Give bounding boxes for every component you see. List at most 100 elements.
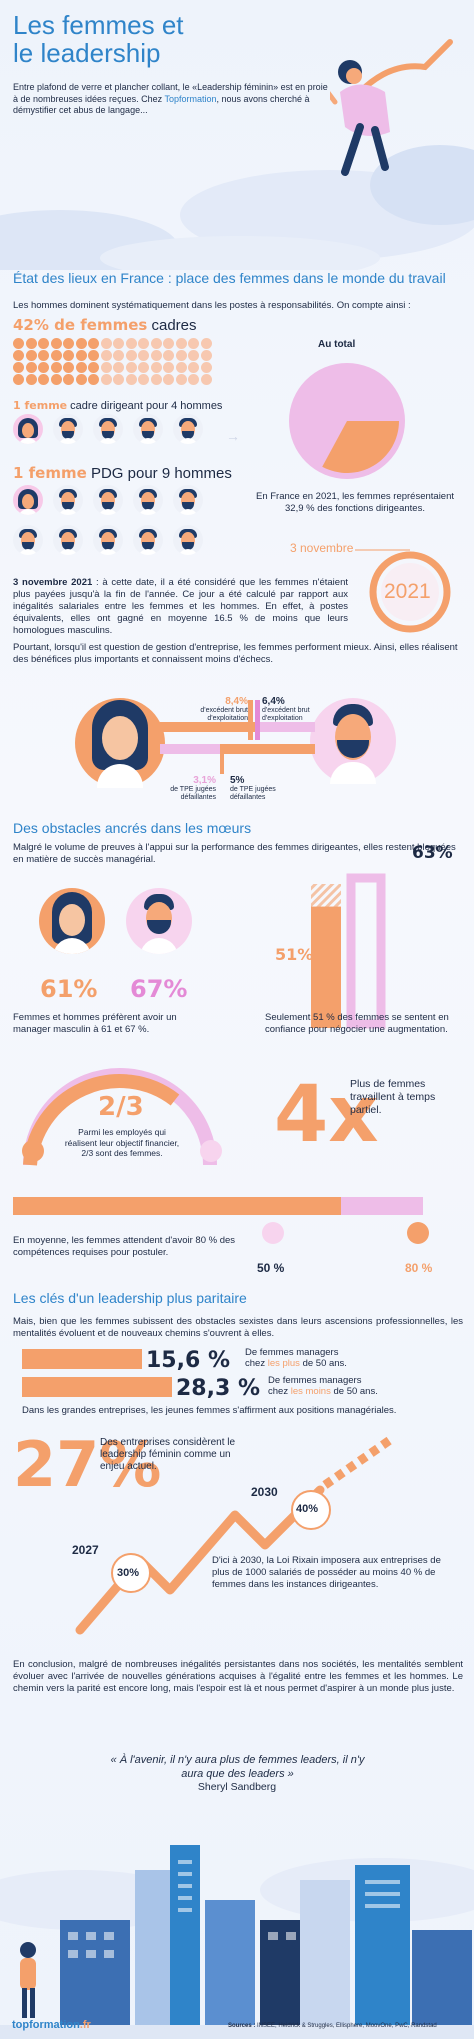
- milestone-2027: [111, 1553, 151, 1593]
- man-avatar: [133, 525, 163, 555]
- page-title: Les femmes et le leadership: [13, 11, 184, 67]
- women-cadres-dot-grid: [13, 338, 213, 386]
- cadre-dot: [150, 350, 162, 361]
- stat-a-value: 15,6 %: [146, 1348, 230, 1373]
- men-skill-pct: 50 %: [257, 1261, 285, 1275]
- cadre-dot: [125, 362, 137, 373]
- fraction-2-3: 2/3: [98, 1092, 144, 1122]
- woman-mini-avatar-skills: [407, 1222, 429, 1244]
- women-pref-pct: 61%: [40, 975, 98, 1003]
- conclusion: En conclusion, malgré de nombreuses inég…: [13, 1659, 463, 1694]
- cadre-dot: [25, 362, 37, 373]
- woman-avatar: [13, 485, 43, 515]
- cadre-dot: [188, 362, 199, 373]
- cadre-dot: [63, 338, 74, 349]
- man-avatar: [173, 485, 203, 515]
- cadre-dot: [63, 350, 74, 361]
- cadre-dot: [125, 350, 137, 361]
- cadre-dot: [188, 338, 199, 349]
- header-clouds: [0, 145, 474, 270]
- man-avatar: [53, 525, 83, 555]
- big-27-pct: 27%: [13, 1428, 162, 1501]
- cadre-dot: [200, 350, 212, 361]
- skills-caption: En moyenne, les femmes attendent d'avoir…: [13, 1235, 236, 1258]
- milestone-2030: [291, 1490, 331, 1530]
- cadre-dot: [113, 338, 124, 349]
- section2-intro: Malgré le volume de preuves à l'appui su…: [13, 842, 456, 865]
- footer-brand[interactable]: topformation.fr: [12, 2019, 91, 2031]
- quote-text: « À l'avenir, il n'y aura plus de femmes…: [110, 1754, 365, 1780]
- cadre-dot: [75, 338, 87, 349]
- man-avatar: [53, 414, 83, 444]
- cadre-dot: [150, 374, 162, 385]
- cadre-dot: [100, 350, 112, 361]
- woman-portrait: [75, 698, 165, 788]
- sources: Sources : INSEE, Heidrick & Struggles, E…: [228, 2023, 437, 2029]
- cadre-dot: [175, 350, 187, 361]
- cadre-dot: [163, 362, 174, 373]
- faces-row-cadres: [13, 414, 213, 450]
- milestone-2027-pct: 30%: [117, 1567, 140, 1579]
- bar-63-label: 63%: [412, 843, 453, 863]
- cadre-dot: [13, 338, 24, 349]
- cadre-dot: [63, 374, 74, 385]
- man-avatar: [133, 414, 163, 444]
- section3-heading: Les clés d'un leadership plus paritaire: [13, 1290, 247, 1306]
- fraction-arc: [23, 1068, 217, 1166]
- cadre-dot: [50, 374, 62, 385]
- man-avatar: [133, 485, 163, 515]
- pie-caption: En France en 2021, les femmes représenta…: [255, 491, 455, 514]
- trend-line: [75, 1436, 393, 1635]
- cadre-dot: [113, 362, 124, 373]
- section1-heading: État des lieux en France : place des fem…: [13, 270, 446, 286]
- women-ebe-stat: 8,4% d'excédent brut d'exploitation: [200, 696, 248, 723]
- cadre-dot: [188, 374, 199, 385]
- stat-a-caption: De femmes managers chez les plus de 50 an…: [245, 1347, 347, 1369]
- confidence-caption: Seulement 51 % des femmes se sentent en …: [265, 1012, 449, 1035]
- brand-link[interactable]: Topformation: [164, 93, 217, 104]
- cadre-dot: [50, 350, 62, 361]
- bar-63-frame: [346, 873, 386, 1029]
- cadre-dot: [200, 362, 212, 373]
- man-avatar: [93, 485, 123, 515]
- man-avatar: [93, 525, 123, 555]
- cadre-dot: [113, 374, 124, 385]
- section1-intro: Les hommes dominent systématiquement dan…: [13, 300, 411, 311]
- man-avatar: [173, 414, 203, 444]
- cadre-dot: [88, 374, 99, 385]
- cadre-dot: [13, 362, 24, 373]
- women-fail-stat: 3,1% de TPE jugées défaillantes: [170, 775, 216, 802]
- cadre-dot: [38, 350, 49, 361]
- skills-bar-men: [13, 1197, 218, 1215]
- milestone-2027-year: 2027: [72, 1543, 99, 1557]
- partial-caption: Plus de femmes travaillent à temps parti…: [350, 1078, 436, 1116]
- big-4x: 4x: [274, 1070, 379, 1160]
- cadre-dot: [25, 350, 37, 361]
- flying-woman-illustration: [330, 39, 453, 176]
- cadre-dot: [163, 350, 174, 361]
- city-skyline-illustration: [0, 1845, 474, 2039]
- cadre-dot: [125, 338, 137, 349]
- cadre-dot: [50, 338, 62, 349]
- cadre-dot: [75, 350, 87, 361]
- cadre-dot: [150, 362, 162, 373]
- cadre-dot: [200, 374, 212, 385]
- title-line-2: le leadership: [13, 38, 161, 68]
- faces-grid-pdg: [13, 485, 213, 565]
- pie-women-slice: [322, 421, 399, 473]
- stat-a-bar: [22, 1349, 142, 1369]
- stat-b-bar: [22, 1377, 172, 1397]
- man-avatar: [93, 414, 123, 444]
- stat-cadre-dirigeant: 1 femme cadre dirigeant pour 4 hommes: [13, 399, 223, 412]
- cadre-dot: [38, 362, 49, 373]
- woman-mini-avatar: [22, 1140, 44, 1162]
- year-2021: 2021: [384, 580, 431, 603]
- cadre-dot: [13, 350, 24, 361]
- cadre-dot: [138, 350, 149, 361]
- cadre-dot: [163, 338, 174, 349]
- arrow-icon: →: [226, 428, 240, 444]
- cadre-dot: [38, 338, 49, 349]
- cadre-dot: [175, 362, 187, 373]
- bar-51-label: 51%: [275, 945, 314, 964]
